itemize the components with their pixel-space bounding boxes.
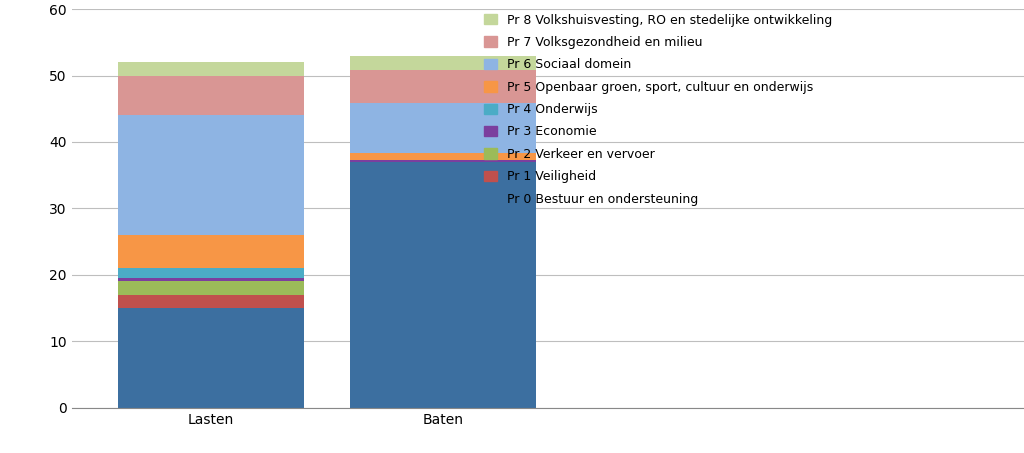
Bar bbox=[350, 160, 537, 162]
Bar bbox=[118, 268, 304, 278]
Bar bbox=[350, 103, 537, 153]
Bar bbox=[118, 76, 304, 116]
Bar bbox=[118, 235, 304, 268]
Bar bbox=[350, 56, 537, 70]
Bar bbox=[350, 153, 537, 160]
Bar bbox=[118, 62, 304, 76]
Bar bbox=[118, 116, 304, 235]
Bar bbox=[350, 70, 537, 103]
Bar bbox=[350, 162, 537, 408]
Bar bbox=[118, 281, 304, 295]
Bar bbox=[118, 278, 304, 281]
Legend: Pr 8 Volkshuisvesting, RO en stedelijke ontwikkeling, Pr 7 Volksgezondheid en mi: Pr 8 Volkshuisvesting, RO en stedelijke … bbox=[478, 7, 839, 212]
Bar bbox=[118, 295, 304, 308]
Bar bbox=[118, 308, 304, 408]
